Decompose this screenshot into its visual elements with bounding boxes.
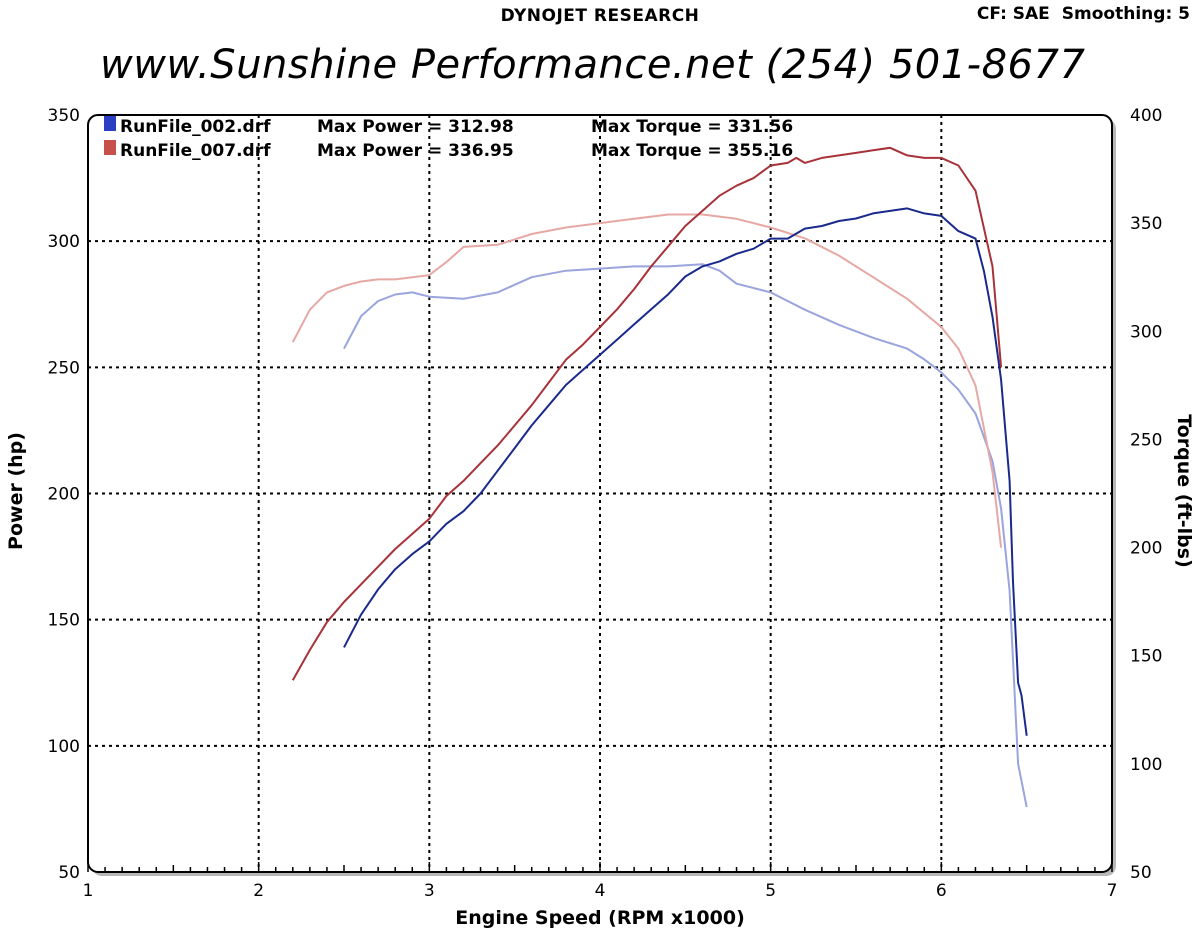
x-tick-label: 3 [424, 881, 435, 901]
y2-tick-label: 250 [1130, 430, 1162, 450]
legend: RunFile_002.drf Max Power = 312.98 Max T… [104, 116, 793, 161]
axis-layer: 1 2 3 4 5 6 7 50 100 150 200 250 300 350 50 100 150 200 25… [48, 106, 1163, 901]
y2-tick-label: 100 [1130, 755, 1162, 775]
legend-file-run-002: RunFile_002.drf [120, 117, 271, 137]
y-tick-label: 250 [48, 358, 80, 378]
y2-tick-label: 50 [1130, 863, 1152, 883]
y-axis-title: Power (hp) [5, 432, 27, 550]
x-tick-label: 1 [83, 881, 94, 901]
legend-swatch-run-007 [104, 140, 116, 155]
y-tick-label: 50 [58, 863, 80, 883]
page-title: DYNOJET RESEARCH [500, 6, 700, 26]
y2-tick-label: 150 [1130, 647, 1162, 667]
legend-file-run-007: RunFile_007.drf [120, 141, 271, 161]
legend-torque-run-007: Max Torque = 355.16 [591, 141, 793, 161]
plot-frame [87, 114, 1116, 876]
y-tick-label: 200 [48, 485, 80, 505]
series-line-007-torque [291, 213, 1003, 548]
run-settings: CF: SAE Smoothing: 5 [977, 4, 1190, 24]
y2-tick-label: 300 [1130, 322, 1162, 342]
x-tick-label: 6 [936, 881, 947, 901]
x-tick-label: 2 [253, 881, 264, 901]
x-tick-label: 5 [765, 881, 776, 901]
x-tick-label: 7 [1107, 881, 1118, 901]
series-line-002-torque [343, 263, 1028, 808]
series-line-002-power [343, 207, 1028, 736]
y-tick-label: 100 [48, 737, 80, 757]
legend-swatch-run-002 [104, 116, 116, 131]
x-axis-title: Engine Speed (RPM x1000) [455, 907, 745, 929]
x-tick-label: 4 [595, 881, 606, 901]
y-tick-label: 300 [48, 232, 80, 252]
series-line-007-power [291, 146, 1003, 681]
y-tick-label: 150 [48, 611, 80, 631]
y2-tick-label: 200 [1130, 539, 1162, 559]
legend-power-run-002: Max Power = 312.98 [317, 117, 514, 137]
legend-torque-run-002: Max Torque = 331.56 [591, 117, 793, 137]
y2-axis-title: Torque (ft-lbs) [1173, 414, 1195, 568]
correction-factor-label: CF: SAE [976, 4, 1050, 24]
y2-tick-label: 400 [1130, 106, 1162, 126]
legend-power-run-007: Max Power = 336.95 [317, 141, 514, 161]
shop-banner: www.Sunshine Performance.net (254) 501-8… [100, 42, 1086, 88]
y2-tick-label: 350 [1130, 214, 1162, 234]
smoothing-label: Smoothing: 5 [1061, 4, 1190, 24]
y-tick-label: 350 [48, 106, 80, 126]
grid-layer [88, 115, 1112, 872]
series-layer [291, 146, 1028, 808]
